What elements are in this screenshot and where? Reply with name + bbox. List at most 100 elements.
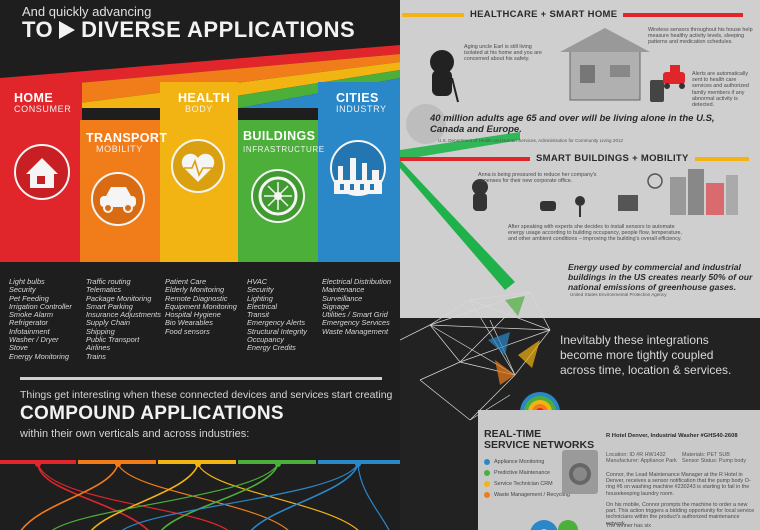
legend-label: Predictive Maintenance <box>494 469 551 476</box>
earl-text: Aging uncle Earl is still living isolate… <box>464 44 542 63</box>
realtime-title-line-2: SERVICE NETWORKS <box>484 439 595 451</box>
section-buildings-head: SMART BUILDINGS + MOBILITY <box>400 153 760 164</box>
realtime-title-line-1: REAL-TIME <box>484 428 542 440</box>
list-item: Occupancy <box>247 335 284 345</box>
legend-item: Service Technician CRM <box>484 478 570 489</box>
header-bar <box>402 12 464 17</box>
legend-dot <box>484 480 490 487</box>
inevitably-text: Inevitably these integrations become mor… <box>560 333 732 377</box>
list-item: Smoke Alarm <box>9 310 54 320</box>
washer-scene <box>562 450 598 494</box>
list-item: Energy Monitoring <box>9 351 69 361</box>
list-item: Pet Feeding <box>9 293 49 303</box>
list-item: Smart Parking <box>86 301 133 311</box>
green-funnel <box>400 160 515 290</box>
category-title-home: HOME <box>14 91 54 105</box>
headline-to: TO <box>22 17 54 42</box>
list-item: Lighting <box>247 293 273 303</box>
list-item: Public Transport <box>86 335 140 345</box>
things-text: Things get interesting when these connec… <box>20 389 393 401</box>
list-item: Transit <box>247 310 270 320</box>
list-item: Waste Management <box>322 326 389 336</box>
list-item: Elderly Monitoring <box>165 285 225 295</box>
healthcare-title: HEALTHCARE + SMART HOME <box>470 9 618 20</box>
list-item: Maintenance <box>322 285 365 295</box>
category-sub-transport: MOBILITY <box>96 144 143 154</box>
fan-band-red <box>0 45 400 90</box>
house-icon <box>14 144 70 200</box>
category-sub-buildings: INFRASTRUCTURE <box>243 145 325 154</box>
compound-title: COMPOUND APPLICATIONS <box>20 403 284 424</box>
list-item: Package Monitoring <box>86 293 152 303</box>
healthcare-scene <box>430 28 685 103</box>
realtime-title: REAL-TIME SERVICE NETWORKS <box>484 429 594 451</box>
realtime-service-panel: REAL-TIME SERVICE NETWORKS Appliance Mon… <box>478 410 760 530</box>
intro-text: And quickly advancing <box>22 4 152 19</box>
list-item: Security <box>9 285 36 295</box>
list-item: Equipment Monitoring <box>165 301 237 311</box>
legend-dot <box>484 491 490 498</box>
list-item: Insurance Adjustments <box>86 310 161 320</box>
list-item: Traffic routing <box>86 277 131 286</box>
category-title-transport: TRANSPORT <box>86 131 168 145</box>
category-sub-health: BODY <box>185 104 213 114</box>
list-item: Utilities / Smart Grid <box>322 310 388 320</box>
desk-icon <box>618 195 638 211</box>
energy-stat: Energy used by commercial and industrial… <box>568 262 753 292</box>
alert-text: Alerts are automatically sent to health … <box>692 71 749 109</box>
senior-stat-source: U.S. Department of Health and Human Serv… <box>438 138 624 143</box>
hotel-meta: Location: ID #R HW1432 Manufacturer: App… <box>606 452 678 464</box>
anna-icon <box>472 179 488 195</box>
legend-label: Waste Management / Recycling <box>494 491 570 498</box>
winner-text: The winner has six <box>606 523 651 529</box>
energy-stat-source: United States Environmental Protection A… <box>570 292 667 297</box>
category-title-cities: CITIES <box>336 91 379 105</box>
list-item: Electrical Distribution <box>322 277 392 286</box>
list-item: Refrigerator <box>9 318 49 328</box>
building-icon <box>670 177 686 215</box>
category-title-health: HEALTH <box>178 91 231 105</box>
buildings-scene <box>472 169 738 217</box>
left-panel: And quickly advancing TO DIVERSE APPLICA… <box>0 4 400 530</box>
arrow-icon <box>59 21 76 39</box>
categories-graphic <box>0 45 400 262</box>
fan-band-orange <box>0 54 400 108</box>
legend-label: Appliance Monitoring <box>494 458 545 465</box>
list-item: Shipping <box>86 326 115 336</box>
list-item: Energy Credits <box>247 343 296 353</box>
hotel-meta-right: Materials: PET SUB Sensor Status: Pump b… <box>682 452 754 464</box>
list-item: Electrical <box>247 301 277 311</box>
stat-circle <box>406 104 446 144</box>
list-item: Airlines <box>86 343 111 353</box>
heart-icon <box>171 139 225 193</box>
list-item: Infotainment <box>9 326 50 336</box>
buildings-title: SMART BUILDINGS + MOBILITY <box>536 153 689 164</box>
list-item: Signage <box>322 301 350 311</box>
anna-text: Anna is being pressured to reduce her co… <box>478 172 597 185</box>
section-healthcare-head: HEALTHCARE + SMART HOME <box>400 9 760 20</box>
headline: TO DIVERSE APPLICATIONS <box>22 17 355 43</box>
list-item: Remote Diagnostic <box>165 293 228 303</box>
legend-item: Appliance Monitoring <box>484 456 570 467</box>
gear-icon <box>530 520 558 530</box>
legend-item: Waste Management / Recycling <box>484 489 570 500</box>
legend-label: Service Technician CRM <box>494 480 553 487</box>
list-item: Emergency Services <box>322 318 390 328</box>
person-walking-icon <box>575 196 585 206</box>
list-item: Light bulbs <box>9 277 45 286</box>
hotel-meta-3: Materials: PET SUB <box>682 452 730 458</box>
tools-graphic <box>530 520 578 530</box>
sensor-text: Wireless sensors throughout his house he… <box>648 27 753 46</box>
phone-icon <box>650 80 664 102</box>
list-health: Patient Care Elderly Monitoring Remote Dia… <box>165 277 237 336</box>
list-buildings: HVAC Security Lighting Electrical Transit Eme… <box>247 277 307 353</box>
hotel-meta-2: Manufacturer: Appliance Park <box>606 458 677 465</box>
list-item: Irrigation Controller <box>9 301 72 311</box>
list-item: Telematics <box>86 285 122 295</box>
hotel-meta-1: Location: ID #R HW1432 <box>606 452 666 458</box>
list-item: Patient Care <box>165 277 207 286</box>
hotel-title: R Hotel Denver, Industrial Washer #GHS40… <box>606 433 738 439</box>
section-divider <box>20 377 382 380</box>
list-item: HVAC <box>247 277 268 286</box>
connor-text: Connor, the Lead Maintenance Manager at … <box>606 472 751 497</box>
